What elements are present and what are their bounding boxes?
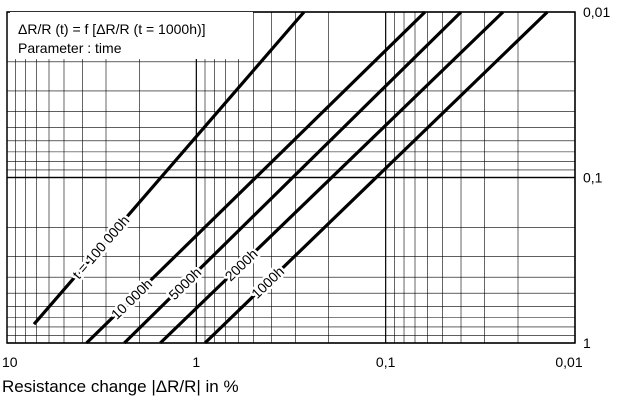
x-axis-label: Resistance change |ΔR/R| in % — [2, 377, 239, 396]
series-label-group-1: 10 000h — [105, 273, 157, 325]
y-tick-label: 1 — [583, 335, 591, 351]
series-label-group-4: 1000h — [246, 261, 290, 305]
series-line-3 — [159, 10, 505, 345]
series-label-group-3: 2000h — [219, 243, 263, 287]
series-label-2: 5000h — [165, 264, 204, 303]
series-label-4: 1000h — [248, 263, 287, 302]
x-tick-label: 0,1 — [376, 354, 396, 370]
y-tick-label: 0,01 — [583, 4, 610, 20]
plot-frame — [6, 11, 576, 344]
series-label-3: 2000h — [222, 246, 261, 285]
series-label-1: 10 000h — [108, 276, 155, 323]
x-tick-label: 1 — [192, 354, 200, 370]
x-axis-ticks: 10 1 0,1 0,01 — [2, 354, 583, 370]
legend-background — [10, 12, 253, 59]
y-tick-label: 0,1 — [583, 170, 603, 186]
series-line-1 — [85, 10, 427, 345]
legend-box: ΔR/R (t) = f [ΔR/R (t = 1000h)] Paramete… — [10, 12, 253, 59]
x-tick-label: 10 — [2, 354, 18, 370]
series-line-2 — [123, 10, 463, 345]
series-label-group-2: 5000h — [163, 262, 207, 306]
legend-line-1: ΔR/R (t) = f [ΔR/R (t = 1000h)] — [18, 21, 206, 37]
x-tick-label: 0,01 — [555, 354, 582, 370]
series-line-0 — [32, 10, 306, 326]
series-label-group-0: t = 100 000h — [67, 210, 135, 285]
series-label-0: t = 100 000h — [69, 212, 132, 282]
series-line-4 — [203, 10, 549, 345]
series-lines — [32, 10, 549, 345]
legend-line-2: Parameter : time — [18, 40, 122, 56]
y-axis-ticks: 0,01 0,1 1 — [583, 4, 610, 351]
